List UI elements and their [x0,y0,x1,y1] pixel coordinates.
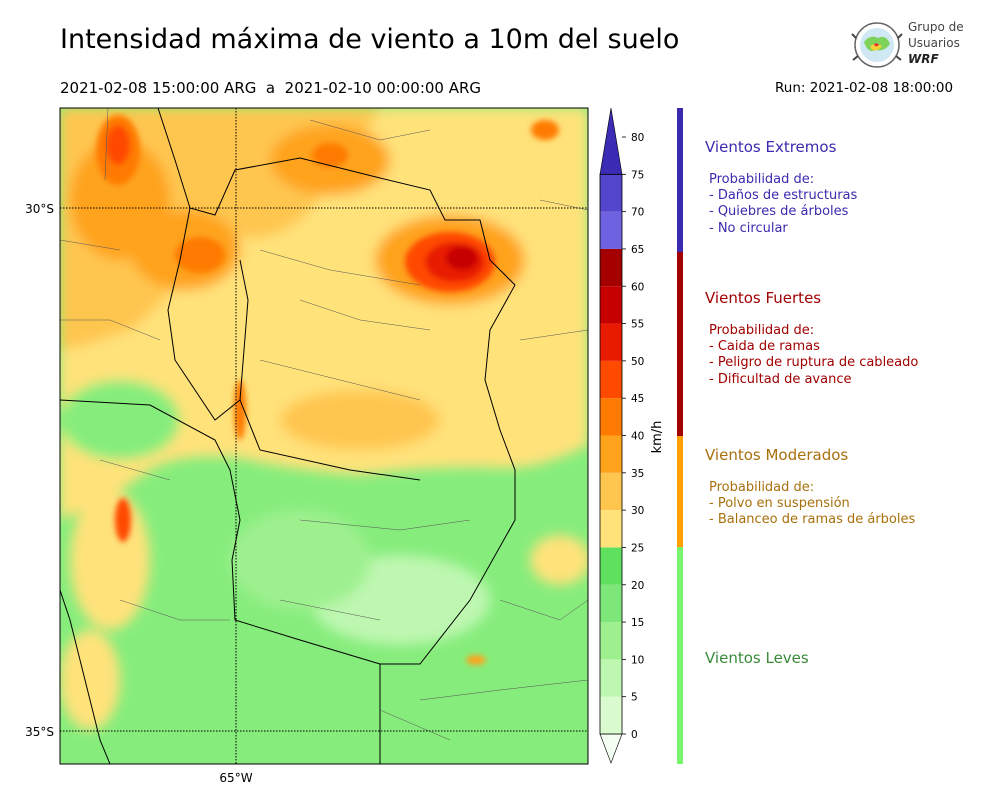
colorbar-tick-label: 25 [631,542,644,554]
colorbar-tick-label: 40 [631,431,644,443]
colorbar-segment [600,510,622,548]
category-color-bar [677,108,683,764]
detail-line: - No circular [709,220,788,236]
logo-text-line2: Usuarios [908,36,960,50]
detail-line: Probabilidad de: [709,323,815,338]
colorbar: 0 5 10 15 20 25 30 35 40 45 50 55 60 65 70 75 80 [599,107,644,764]
colorbar-tick-label: 80 [631,132,644,144]
colorbar-frame [599,173,623,735]
colorbar-segment [600,323,622,361]
lat-label-35s: 35°S [25,725,54,739]
colorbar-segment [600,659,622,697]
colorbar-segment [600,360,622,399]
colorbar-segment [600,435,622,473]
category-moderados-details: Probabilidad de: - Polvo en suspensión -… [709,480,915,529]
globe-icon [851,22,903,68]
detail-line: - Dificultad de avance [709,371,852,387]
wrf-logo: Grupo de Usuarios WRF [848,16,973,74]
colorbar-extend-min [599,733,623,764]
political-boundaries [60,108,588,764]
detail-line: - Peligro de ruptura de cableado [709,355,919,371]
colorbar-tick-label: 65 [631,244,644,256]
detail-line: - Polvo en suspensión [709,496,850,512]
category-extremos-details: Probabilidad de: - Daños de estructuras … [709,172,857,237]
colorbar-segment [600,696,622,734]
logo-text-line3: WRF [908,52,939,66]
colorbar-tick-label: 50 [631,356,644,368]
colorbar-tick-label: 30 [631,505,644,517]
colorbar-tick-label: 0 [631,729,638,741]
colorbar-segment [600,248,622,287]
lat-label-30s: 30°S [25,202,54,216]
detail-line: - Daños de estructuras [709,188,858,204]
colorbar-tick-label: 60 [631,281,644,293]
page-title: Intensidad máxima de viento a 10m del su… [60,24,680,55]
forecast-period: 2021-02-08 15:00:00 ARG a 2021-02-10 00:… [60,79,482,97]
colorbar-tick-label: 35 [631,468,644,480]
colorbar-tick-label: 10 [631,654,644,666]
detail-line: Probabilidad de: [709,480,815,495]
colorbar-segment [600,174,622,212]
category-bar-segment [677,108,683,252]
colorbar-tick-label: 70 [631,207,644,219]
category-bar-segment [677,436,683,547]
colorbar-segment [600,286,622,324]
colorbar-tick-label: 45 [631,393,644,405]
colorbar-tick-label: 75 [631,169,644,181]
category-bar-segment [677,252,683,436]
colorbar-segment [600,398,622,436]
detail-line: Probabilidad de: [709,172,815,187]
colorbar-extend-max [599,107,623,175]
category-leves-title: Vientos Leves [705,649,809,667]
model-run-time: Run: 2021-02-08 18:00:00 [775,80,954,96]
colorbar-tick-label: 20 [631,580,644,592]
detail-line: - Quiebres de árboles [709,204,849,220]
category-bar-segment [677,547,683,764]
category-fuertes-title: Vientos Fuertes [705,289,822,307]
logo-text-line1: Grupo de [908,20,964,34]
colorbar-unit-label: km/h [650,421,665,454]
colorbar-tick-label: 55 [631,319,644,331]
colorbar-segment [600,472,622,511]
wind-speed-field [60,108,588,764]
lon-label-65w: 65°W [219,771,252,785]
category-extremos-title: Vientos Extremos [705,138,837,156]
colorbar-segment [600,211,622,249]
colorbar-segment [600,547,622,585]
detail-line: - Balanceo de ramas de árboles [709,512,916,528]
detail-line: - Caida de ramas [709,339,820,355]
map-frame [59,107,589,765]
category-fuertes-details: Probabilidad de: - Caida de ramas - Peli… [709,323,918,388]
colorbar-tick-label: 5 [631,692,638,704]
colorbar-segment [600,584,622,623]
colorbar-segment [600,622,622,660]
colorbar-tick-label: 15 [631,617,644,629]
category-moderados-title: Vientos Moderados [705,446,849,464]
